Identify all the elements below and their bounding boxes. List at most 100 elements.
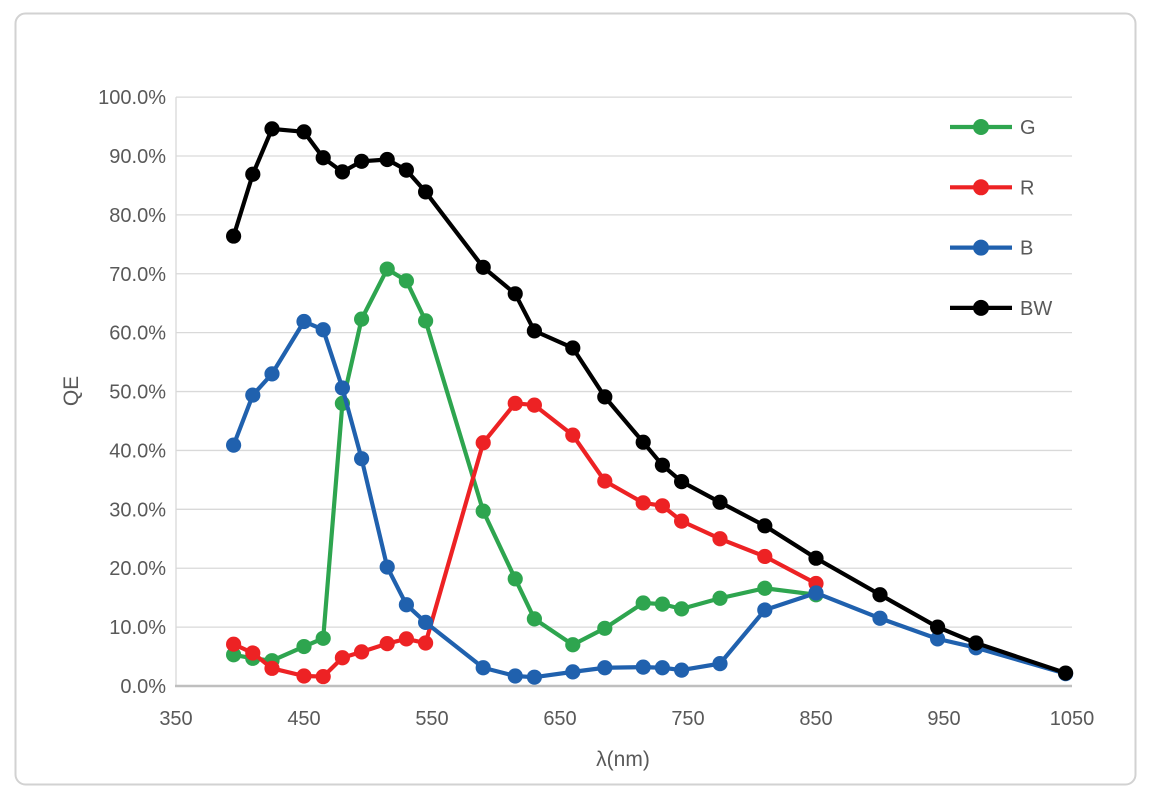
series-G-point	[526, 611, 543, 627]
series-B-point	[654, 660, 671, 676]
tick-label-layer: 0.0% 10.0% 20.0% 30.0% 40.0% 50.0% 60.0% 70.0% 8…	[98, 87, 1094, 730]
series-BW-point	[654, 457, 671, 473]
series-B-point	[872, 610, 888, 626]
legend-marker-icon-G	[973, 119, 989, 135]
series-G-point	[418, 313, 434, 329]
series-B-point	[354, 451, 370, 467]
series-BW-point	[757, 518, 773, 534]
series-B-point	[245, 387, 261, 403]
series-BW-point	[968, 635, 984, 651]
x-tick-label: 450	[287, 708, 320, 730]
legend-item-B: B	[950, 238, 1033, 260]
series-layer	[226, 121, 1074, 685]
series-BW-point	[334, 164, 350, 180]
y-tick-label: 60.0%	[109, 323, 166, 345]
series-BW-point	[379, 151, 395, 168]
legend-label-BW: BW	[1020, 298, 1052, 320]
series-B-point	[757, 602, 773, 618]
legend-label-B: B	[1020, 238, 1033, 260]
series-B-point	[526, 669, 543, 685]
legend-item-R: R	[950, 177, 1034, 199]
series-BW-point	[674, 474, 690, 490]
series-B-point	[475, 660, 491, 676]
series-G-point	[379, 261, 395, 277]
series-BW-point	[418, 184, 434, 200]
series-R-point	[379, 635, 395, 652]
x-tick-label: 850	[799, 708, 832, 730]
series-BW-point	[315, 150, 331, 166]
series-B-point	[565, 664, 581, 680]
series-G-point	[597, 620, 613, 636]
series-G-point	[757, 580, 773, 596]
x-tick-label: 1050	[1050, 708, 1095, 730]
y-tick-label: 20.0%	[109, 558, 166, 580]
series-R-point	[674, 513, 690, 529]
x-tick-label: 950	[927, 708, 960, 730]
legend-marker-icon-R	[973, 179, 989, 196]
series-B-point	[674, 662, 690, 678]
legend-label-R: R	[1020, 177, 1034, 199]
series-B-point	[296, 313, 312, 330]
series-B-point	[334, 380, 350, 396]
series-R-point	[334, 650, 350, 666]
series-B-point	[808, 585, 824, 601]
series-BW-point	[226, 228, 242, 244]
x-tick-label: 550	[415, 708, 448, 730]
series-G-point	[565, 637, 581, 653]
series-R-point	[654, 498, 671, 514]
series-G-point	[507, 571, 523, 587]
series-G-point	[354, 311, 370, 327]
series-B-point	[597, 660, 613, 676]
y-tick-label: 100.0%	[98, 87, 166, 109]
series-BW-point	[296, 124, 312, 140]
series-BW-point	[264, 121, 280, 137]
legend-marker-icon-BW	[973, 299, 989, 316]
series-R-point	[245, 645, 261, 661]
series-B-point	[930, 631, 946, 647]
series-R-point	[757, 548, 773, 565]
series-G-point	[315, 630, 331, 646]
series-BW-line	[231, 126, 1068, 676]
y-tick-label: 10.0%	[109, 617, 166, 639]
axis-layer	[175, 97, 1072, 688]
legend-item-G: G	[950, 117, 1036, 139]
y-tick-label: 70.0%	[109, 264, 166, 286]
series-G-point	[226, 647, 242, 663]
y-tick-label: 50.0%	[109, 382, 166, 404]
series-BW-point	[245, 166, 261, 182]
y-tick-label: 40.0%	[109, 440, 166, 462]
series-B-point	[507, 668, 523, 684]
x-tick-label: 350	[159, 708, 192, 730]
series-BW-point	[872, 587, 888, 603]
series-G-point	[712, 590, 728, 606]
series-BW-point	[526, 323, 543, 339]
series-R-point	[398, 631, 414, 647]
series-BW-point	[354, 153, 370, 169]
legend-item-BW: BW	[950, 298, 1052, 320]
series-B-point	[226, 437, 242, 453]
series-R-point	[354, 644, 370, 660]
series-R-point	[635, 495, 651, 511]
y-axis-title: QE	[60, 376, 83, 406]
series-R-point	[264, 660, 280, 676]
series-B-point	[315, 322, 331, 338]
series-BW-point	[597, 389, 613, 405]
series-G-point	[674, 601, 690, 617]
series-R-point	[226, 636, 242, 652]
series-R-point	[296, 668, 312, 684]
x-axis-title: λ(nm)	[596, 748, 650, 771]
series-BW-point	[475, 259, 491, 275]
series-BW-point	[565, 340, 581, 356]
series-B-point	[398, 597, 414, 613]
series-B-point	[635, 659, 651, 675]
series-R-point	[315, 668, 331, 685]
series-BW-point	[930, 619, 946, 635]
series-R-point	[526, 397, 543, 413]
x-tick-label: 650	[543, 708, 576, 730]
series-B-point	[712, 656, 728, 672]
series-BW-point	[398, 162, 414, 178]
legend-layer: G R B BW	[950, 117, 1052, 320]
grid-layer	[176, 96, 1072, 628]
series-G-point	[398, 273, 414, 289]
